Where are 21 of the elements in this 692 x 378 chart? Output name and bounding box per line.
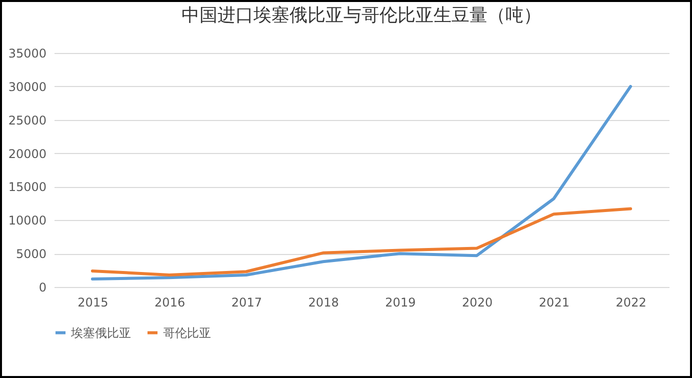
line-series: [90, 84, 632, 280]
y-tick-label: 35000: [8, 46, 46, 60]
y-tick-label: 30000: [8, 80, 46, 94]
y-tick-label: 15000: [8, 180, 46, 194]
x-tick-label: 2015: [78, 296, 108, 310]
y-tick-label: 10000: [8, 214, 46, 228]
x-tick-label: 2021: [538, 296, 570, 310]
y-tick-label: 20000: [8, 146, 46, 161]
line-series: [90, 207, 632, 276]
y-tick-label: 0: [38, 280, 46, 294]
x-tick-label: 2019: [385, 296, 416, 310]
legend-label: 哥伦比亚: [163, 326, 211, 340]
x-tick-label: 2020: [462, 296, 493, 310]
legend-label: 埃塞俄比亚: [70, 326, 131, 340]
chart-title: 中国进口埃塞俄比亚与哥伦比亚生豆量（吨）: [182, 5, 542, 26]
y-tick-label: 5000: [16, 247, 46, 262]
x-tick-label: 2022: [616, 296, 646, 310]
x-tick-label: 2016: [154, 296, 186, 310]
y-tick-label: 25000: [8, 113, 46, 128]
x-tick-label: 2018: [308, 296, 339, 310]
x-tick-label: 2017: [231, 296, 262, 310]
